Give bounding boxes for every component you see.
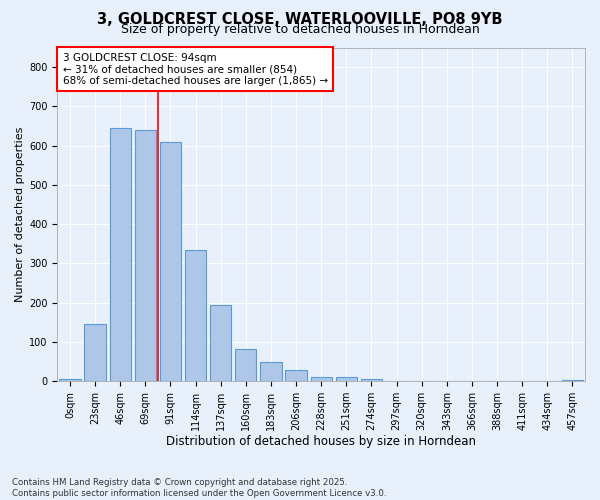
Bar: [361, 380, 382, 381]
Bar: [562, 380, 583, 381]
Y-axis label: Number of detached properties: Number of detached properties: [15, 126, 25, 302]
Text: 3, GOLDCREST CLOSE, WATERLOOVILLE, PO8 9YB: 3, GOLDCREST CLOSE, WATERLOOVILLE, PO8 9…: [97, 12, 503, 28]
Bar: [134, 130, 156, 381]
Bar: [85, 324, 106, 381]
Text: 3 GOLDCREST CLOSE: 94sqm
← 31% of detached houses are smaller (854)
68% of semi-: 3 GOLDCREST CLOSE: 94sqm ← 31% of detach…: [62, 52, 328, 86]
Bar: [235, 349, 256, 381]
Bar: [286, 370, 307, 381]
Bar: [311, 378, 332, 381]
Text: Contains HM Land Registry data © Crown copyright and database right 2025.
Contai: Contains HM Land Registry data © Crown c…: [12, 478, 386, 498]
Bar: [110, 128, 131, 381]
X-axis label: Distribution of detached houses by size in Horndean: Distribution of detached houses by size …: [166, 434, 476, 448]
Bar: [210, 304, 232, 381]
Bar: [335, 376, 357, 381]
Bar: [260, 362, 281, 381]
Bar: [185, 250, 206, 381]
Bar: [59, 380, 80, 381]
Bar: [160, 142, 181, 381]
Text: Size of property relative to detached houses in Horndean: Size of property relative to detached ho…: [121, 22, 479, 36]
